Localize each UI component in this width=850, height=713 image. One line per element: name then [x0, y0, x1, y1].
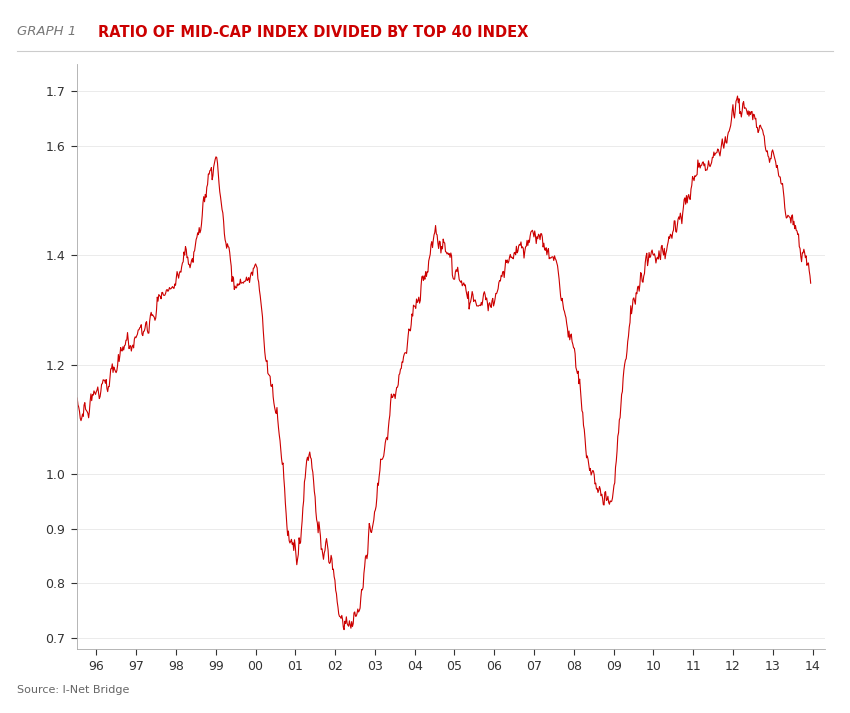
Text: RATIO OF MID-CAP INDEX DIVIDED BY TOP 40 INDEX: RATIO OF MID-CAP INDEX DIVIDED BY TOP 40…	[98, 25, 528, 40]
Text: GRAPH 1: GRAPH 1	[17, 25, 76, 38]
Text: Source: I-Net Bridge: Source: I-Net Bridge	[17, 685, 129, 695]
